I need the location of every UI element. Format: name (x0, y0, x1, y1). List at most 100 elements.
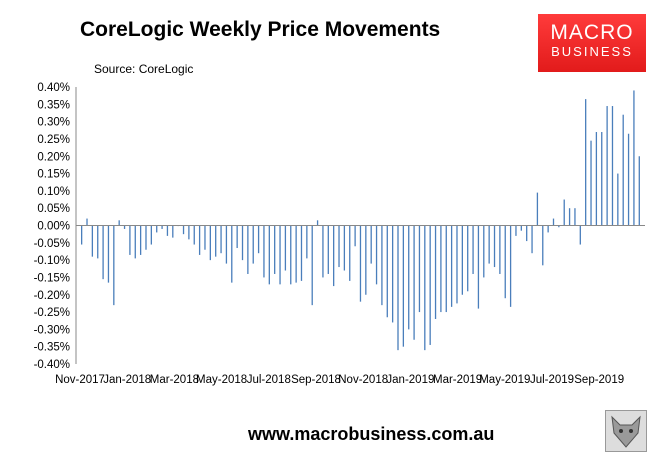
bar (483, 225, 485, 278)
bar (349, 225, 351, 281)
bar (311, 225, 313, 306)
bar (477, 225, 480, 309)
y-tick-label: 0.35% (37, 99, 70, 111)
bar (488, 225, 490, 264)
bar (236, 225, 238, 249)
bar (440, 225, 442, 313)
bar (241, 225, 244, 261)
bar (166, 225, 169, 236)
bar (338, 225, 340, 268)
bar (322, 225, 324, 278)
y-tick-label: -0.05% (34, 238, 70, 250)
y-tick-label: -0.40% (34, 359, 70, 371)
bar (150, 225, 152, 245)
y-tick-label: -0.20% (34, 290, 70, 302)
bar (568, 208, 571, 226)
bar (391, 225, 394, 323)
y-tick-label: -0.35% (34, 342, 70, 354)
bar (531, 225, 533, 254)
y-tick-label: 0.00% (37, 221, 70, 233)
bar (402, 225, 405, 347)
bar (558, 225, 560, 228)
bar (461, 225, 463, 295)
x-tick-label: Nov-2017 (55, 374, 105, 386)
bar (552, 218, 555, 226)
bar (231, 225, 233, 283)
y-tick-label: 0.30% (37, 117, 70, 129)
bar (413, 225, 415, 340)
bar (472, 225, 474, 274)
x-tick-label: Jan-2019 (386, 374, 434, 386)
bar (134, 225, 136, 259)
x-tick-label: Sep-2019 (574, 374, 624, 386)
bar (574, 208, 576, 226)
x-tick-label: Mar-2019 (433, 374, 482, 386)
bar (354, 225, 356, 247)
bar (139, 225, 142, 255)
bar (268, 225, 270, 285)
bar (633, 90, 635, 226)
bar (499, 225, 501, 274)
bar (97, 225, 99, 259)
y-tick-label: -0.25% (34, 307, 70, 319)
bar (585, 99, 587, 226)
x-tick-label: May-2018 (196, 374, 247, 386)
bar (627, 133, 630, 226)
bar (209, 225, 211, 261)
bar (257, 225, 260, 254)
bar (526, 225, 528, 242)
bar (397, 225, 399, 351)
website-url[interactable]: www.macrobusiness.com.au (248, 424, 495, 444)
x-tick-label: May-2019 (479, 374, 530, 386)
y-tick-label: -0.15% (34, 272, 70, 284)
bar (467, 225, 469, 292)
bar (193, 225, 195, 245)
bar (86, 218, 88, 226)
x-tick-label: Mar-2018 (150, 374, 199, 386)
bar (638, 156, 640, 226)
bar (520, 225, 522, 231)
bars (81, 90, 640, 351)
bar (536, 192, 539, 226)
bar (617, 173, 619, 226)
bar (611, 106, 614, 226)
chart-title: CoreLogic Weekly Price Movements (80, 18, 441, 41)
bar (365, 225, 367, 295)
bar (429, 225, 431, 345)
y-axis-ticks: 0.40% 0.35% 0.30% 0.25% 0.20% 0.15% 0.10% 0.05%… (34, 82, 70, 371)
bar (113, 225, 115, 306)
bar (274, 225, 276, 274)
bar (81, 225, 83, 245)
y-tick-label: 0.10% (37, 186, 70, 198)
x-tick-label: Sep-2018 (291, 374, 341, 386)
bar (408, 225, 410, 330)
bar (595, 132, 598, 226)
bar (188, 225, 190, 240)
x-tick-label: Nov-2018 (338, 374, 388, 386)
bar (279, 225, 281, 285)
logo-line-2: BUSINESS (551, 44, 633, 59)
chart-source: Source: CoreLogic (94, 62, 194, 76)
bar (434, 225, 437, 319)
bar (375, 225, 378, 285)
y-tick-label: 0.40% (37, 82, 70, 94)
bar (198, 225, 201, 255)
bar (263, 225, 265, 278)
wolf-logo-icon (605, 410, 647, 452)
bar (418, 225, 421, 313)
bar (295, 225, 297, 283)
bar (204, 225, 206, 250)
bar (450, 225, 453, 307)
logo-line-1: MACRO (550, 21, 634, 44)
bar (456, 225, 458, 304)
bar (225, 225, 228, 264)
x-tick-label: Jul-2018 (247, 374, 291, 386)
bar (327, 225, 329, 274)
bar (252, 225, 254, 264)
bar (359, 225, 362, 302)
bar (343, 225, 346, 271)
macro-business-logo[interactable]: MACRO BUSINESS (538, 14, 646, 72)
bar (123, 225, 126, 229)
bar (172, 225, 174, 238)
